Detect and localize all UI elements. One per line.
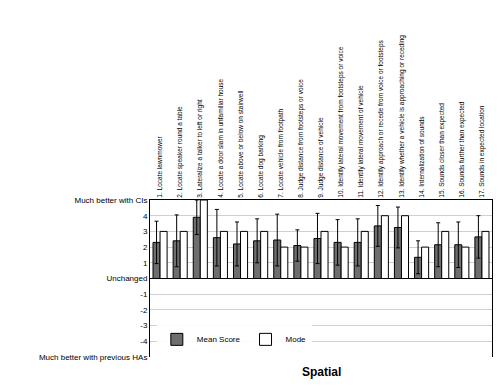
svg-text:10. Identify lateral movement: 10. Identify lateral movement from foots… — [337, 46, 345, 197]
svg-text:1: 1 — [143, 259, 148, 268]
svg-text:Mode: Mode — [286, 335, 307, 344]
svg-text:-1: -1 — [140, 290, 148, 299]
svg-text:-2: -2 — [140, 306, 148, 315]
svg-text:7. Locate vehicle from footpat: 7. Locate vehicle from footpath — [277, 108, 285, 197]
svg-text:16. Sounds further than expect: 16. Sounds further than expected — [458, 101, 466, 198]
svg-text:15. Sounds closer than expecte: 15. Sounds closer than expected — [438, 103, 446, 198]
svg-text:1. Locate lawnmower: 1. Locate lawnmower — [156, 135, 163, 197]
svg-text:8. Judge distance from footste: 8. Judge distance from footsteps or voic… — [297, 79, 305, 198]
svg-text:6. Locate dog barking: 6. Locate dog barking — [257, 135, 265, 198]
svg-text:3: 3 — [143, 227, 148, 236]
svg-text:Unchanged: Unchanged — [106, 274, 147, 283]
svg-text:Much better with previous HAs: Much better with previous HAs — [39, 353, 148, 362]
svg-text:4: 4 — [143, 212, 148, 221]
svg-text:-3: -3 — [140, 321, 148, 330]
svg-text:4. Locate a door slam in unfam: 4. Locate a door slam in unfamiliar hous… — [217, 78, 224, 197]
svg-text:-4: -4 — [140, 337, 148, 346]
svg-text:13. Identify whether a vehicle: 13. Identify whether a vehicle is approa… — [398, 35, 406, 198]
svg-text:2. Locate speaker round a tabl: 2. Locate speaker round a table — [176, 106, 184, 198]
svg-text:9. Judge distance of vehicle: 9. Judge distance of vehicle — [317, 117, 325, 198]
svg-text:Mean Score: Mean Score — [197, 335, 241, 344]
svg-text:17. Sounds in expected locatio: 17. Sounds in expected location — [478, 105, 486, 198]
svg-text:Spatial: Spatial — [302, 365, 341, 379]
svg-text:14. Internalization of sounds: 14. Internalization of sounds — [418, 116, 425, 198]
svg-text:5. Locate above or below on st: 5. Locate above or below on stairwell — [237, 90, 244, 198]
svg-text:3. Lateralize a talker to left: 3. Lateralize a talker to left or right — [196, 99, 204, 197]
svg-text:Much better with CIs: Much better with CIs — [74, 196, 147, 205]
svg-text:12. Identify approach or reced: 12. Identify approach or recede from voi… — [377, 39, 385, 197]
svg-text:11. Identify lateral movement: 11. Identify lateral movement of vehicle — [357, 85, 365, 198]
svg-text:2: 2 — [143, 243, 148, 252]
